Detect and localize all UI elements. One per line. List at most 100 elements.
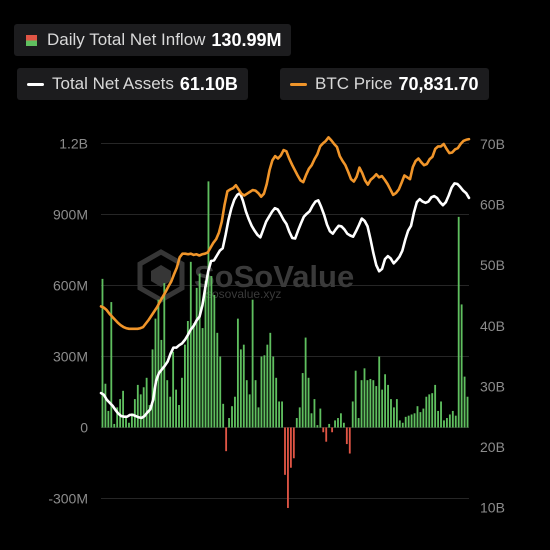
outflow-bar	[284, 427, 286, 475]
inflow-bar	[245, 380, 248, 428]
inflow-bar	[236, 318, 239, 428]
inflow-bar	[407, 415, 410, 428]
outflow-bar	[325, 427, 328, 442]
inflow-bar	[422, 408, 425, 428]
inflow-bars	[101, 181, 469, 508]
inflow-bar	[298, 407, 301, 428]
inflow-bar	[128, 422, 130, 428]
inflow-bar	[390, 399, 392, 428]
inflow-bar	[151, 349, 154, 428]
total-net-assets-line	[99, 182, 471, 420]
inflow-bar	[136, 384, 139, 428]
outflow-bar	[322, 427, 325, 433]
inflow-bar	[281, 401, 283, 428]
inflow-bar	[254, 380, 257, 428]
inflow-bar	[378, 356, 381, 428]
inflow-bar	[354, 370, 357, 428]
inflow-bar	[301, 373, 304, 428]
outflow-bar	[289, 427, 292, 468]
inflow-bar	[366, 380, 369, 428]
inflow-bar	[204, 280, 207, 428]
inflow-bar	[239, 349, 242, 428]
inflow-bar	[234, 396, 236, 428]
right-tick-label: 70B	[480, 136, 505, 152]
inflow-bar	[387, 384, 389, 428]
inflow-bar	[443, 420, 445, 428]
inflow-bar	[178, 405, 180, 428]
inflow-bar	[148, 405, 151, 428]
inflow-bar	[242, 344, 245, 428]
left-tick-label: 600M	[53, 278, 88, 294]
inflow-bar	[401, 422, 404, 428]
inflow-bar	[186, 321, 189, 428]
legend-btc-price[interactable]: BTC Price 70,831.70	[280, 68, 489, 100]
inflow-bar	[337, 418, 339, 428]
inflow-bar	[416, 406, 419, 428]
inflow-bar	[448, 414, 451, 428]
inflow-bar	[175, 389, 177, 428]
inflow-bar	[393, 407, 395, 428]
white-line-swatch-icon	[27, 82, 44, 86]
inflow-bar	[163, 283, 166, 428]
inflow-bar	[278, 401, 281, 428]
inflow-bar	[125, 415, 127, 428]
right-axis-ticks: 70B 60B 50B 40B 30B 20B 10B	[480, 136, 505, 516]
left-tick-label: -300M	[48, 491, 88, 507]
inflow-bar	[451, 410, 454, 428]
legend-total-net-assets[interactable]: Total Net Assets 61.10B	[17, 68, 248, 100]
outflow-bar	[348, 427, 351, 454]
inflow-bar	[295, 418, 298, 428]
inflow-bar	[166, 380, 169, 428]
inflow-bar	[304, 337, 307, 428]
left-tick-label: 900M	[53, 207, 88, 223]
inflow-bar	[454, 415, 457, 428]
outflow-bar	[287, 427, 289, 508]
legend-value: 130.99M	[211, 29, 282, 50]
inflow-bar	[260, 356, 263, 428]
watermark: SoSoValue sosovalue.xyz	[137, 249, 354, 303]
inflow-bar	[431, 393, 434, 428]
inflow-bar	[381, 389, 384, 428]
inflow-bar	[372, 380, 375, 428]
inflow-bar	[269, 332, 272, 428]
inflow-bar	[316, 425, 319, 428]
inflow-bar	[410, 414, 413, 428]
outflow-bar	[331, 427, 334, 433]
inflow-bar	[216, 332, 219, 428]
inflow-bar	[360, 380, 363, 428]
left-tick-label: 0	[80, 420, 88, 436]
inflow-bar	[334, 420, 336, 428]
inflow-bar	[251, 299, 254, 428]
inflow-bar	[213, 294, 216, 428]
outflow-bar	[225, 427, 228, 452]
inflow-bar	[375, 386, 378, 428]
left-tick-label: 300M	[53, 349, 88, 365]
inflow-bar	[313, 399, 316, 428]
inflow-bar	[384, 374, 387, 428]
watermark-brand: SoSoValue	[194, 259, 354, 294]
inflow-bar	[154, 318, 157, 428]
inflow-bar	[463, 376, 466, 428]
inflow-bar	[440, 401, 442, 428]
inflow-bar	[328, 423, 331, 428]
inflow-bar	[189, 261, 192, 428]
inflow-bar	[104, 383, 107, 428]
legend-label: Total Net Assets	[52, 74, 174, 93]
inflow-bar	[201, 328, 204, 428]
watermark-url: sosovalue.xyz	[206, 287, 281, 301]
btc-price-line	[99, 136, 471, 331]
bar-swatch-icon	[26, 34, 37, 46]
sosovalue-logo-icon	[137, 249, 185, 303]
legend-label: Daily Total Net Inflow	[47, 30, 206, 49]
inflow-bar	[404, 416, 407, 428]
inflow-bar	[437, 410, 440, 428]
inflow-bar	[457, 216, 460, 428]
inflow-bar	[434, 384, 437, 428]
inflow-bar	[419, 412, 422, 428]
legend-daily-net-inflow[interactable]: Daily Total Net Inflow 130.99M	[14, 24, 292, 56]
inflow-bar	[110, 302, 113, 428]
right-tick-label: 60B	[480, 197, 505, 213]
right-tick-label: 20B	[480, 439, 505, 455]
inflow-bar	[119, 399, 122, 428]
